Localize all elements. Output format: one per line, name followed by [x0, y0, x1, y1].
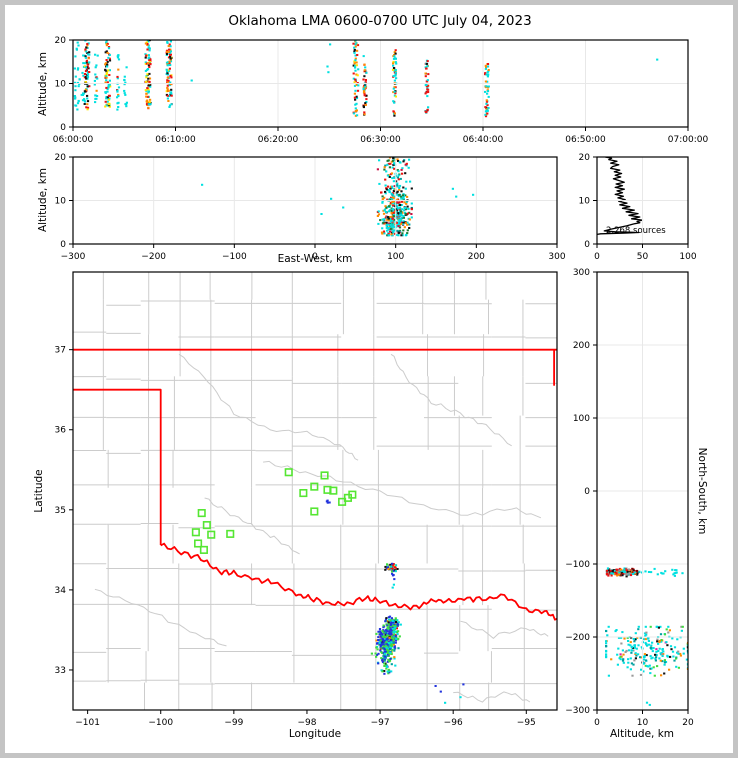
svg-text:100: 100	[573, 414, 590, 424]
plot-title: Oklahoma LMA 0600-0700 UTC July 04, 2023	[228, 13, 532, 29]
svg-text:−300: −300	[565, 706, 590, 716]
svg-text:0: 0	[594, 718, 600, 728]
time-height-panel: 06:00:00 06:10:00 06:20:00 06:30:00 06:40:00…	[53, 36, 709, 145]
svg-text:300: 300	[573, 268, 590, 278]
svg-text:0: 0	[312, 252, 318, 262]
svg-text:100: 100	[679, 252, 696, 262]
svg-text:0: 0	[584, 240, 590, 250]
lma-stations	[191, 468, 395, 571]
svg-text:20: 20	[55, 153, 67, 163]
svg-text:07:00:00: 07:00:00	[668, 135, 709, 145]
svg-text:−100: −100	[565, 560, 590, 570]
svg-text:300: 300	[548, 252, 565, 262]
map-sources	[325, 499, 465, 704]
svg-text:37: 37	[55, 346, 66, 356]
alt-histogram-panel: 0 50 100 0 10 20	[579, 153, 697, 262]
svg-text:−300: −300	[61, 252, 86, 262]
svg-text:50: 50	[637, 252, 649, 262]
svg-text:200: 200	[573, 341, 590, 351]
svg-text:20: 20	[682, 718, 694, 728]
svg-text:−95: −95	[517, 718, 536, 728]
state-border	[73, 348, 557, 621]
svg-text:−99: −99	[224, 718, 243, 728]
svg-text:0: 0	[60, 240, 66, 250]
svg-text:−101: −101	[75, 718, 100, 728]
svg-text:100: 100	[387, 252, 404, 262]
svg-text:35: 35	[55, 506, 66, 516]
svg-text:−98: −98	[297, 718, 316, 728]
svg-text:0: 0	[584, 487, 590, 497]
svg-text:33: 33	[55, 666, 66, 676]
svg-text:0: 0	[594, 252, 600, 262]
svg-text:34: 34	[55, 586, 67, 596]
svg-text:−200: −200	[565, 633, 590, 643]
ns-height-xlabel: Altitude, km	[609, 728, 675, 740]
svg-text:−100: −100	[148, 718, 173, 728]
ew-height-xlabel: East-West, km	[277, 253, 353, 265]
histogram-annotation: 2,268 sources	[606, 226, 666, 236]
svg-text:−100: −100	[222, 252, 247, 262]
svg-text:06:50:00: 06:50:00	[565, 135, 606, 145]
svg-text:20: 20	[55, 36, 67, 46]
svg-text:36: 36	[55, 426, 67, 436]
river-lines	[94, 353, 549, 703]
svg-text:10: 10	[579, 197, 591, 207]
svg-text:−96: −96	[444, 718, 463, 728]
svg-text:−97: −97	[371, 718, 390, 728]
svg-text:10: 10	[55, 80, 67, 90]
svg-text:06:20:00: 06:20:00	[258, 135, 299, 145]
svg-text:10: 10	[637, 718, 649, 728]
svg-text:20: 20	[579, 153, 591, 163]
ns-height-panel: 0 10 20 −300 −200 −100 0 100 200 300	[565, 268, 694, 728]
svg-text:0: 0	[60, 123, 66, 133]
svg-text:06:00:00: 06:00:00	[53, 135, 94, 145]
ew-height-panel: −300 −200 −100 0 100 200 300 0 10 20	[55, 153, 566, 262]
svg-text:200: 200	[468, 252, 485, 262]
svg-text:−200: −200	[141, 252, 166, 262]
map-xlabel-longitude: Longitude	[288, 728, 342, 740]
svg-text:06:40:00: 06:40:00	[463, 135, 504, 145]
svg-text:06:10:00: 06:10:00	[155, 135, 196, 145]
plan-map-panel: −101 −100 −99 −98 −97 −96 −95 33 34 35 36 37	[55, 271, 558, 728]
svg-text:06:30:00: 06:30:00	[360, 135, 401, 145]
svg-text:10: 10	[55, 197, 67, 207]
